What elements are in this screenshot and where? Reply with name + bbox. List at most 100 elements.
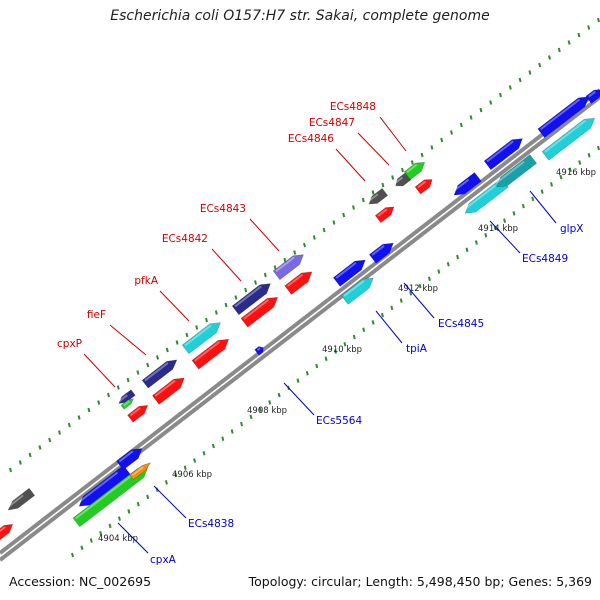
outer-tick-mark [273, 265, 277, 270]
gene-label-fief: fieF [87, 309, 106, 321]
inner-tick-mark [117, 516, 121, 521]
accession-text: Accession: NC_002695 [9, 574, 152, 589]
gene-arrow [191, 338, 230, 370]
gene-arrow [254, 346, 264, 356]
outer-tick-mark [538, 62, 542, 68]
backbone-line [0, 88, 600, 555]
outer-tick-mark [312, 235, 316, 240]
inner-tick-mark [465, 247, 469, 252]
backbone-line [0, 95, 600, 562]
inner-tick-mark [437, 269, 441, 274]
inner-tick-mark [202, 451, 206, 456]
gene-label-ecs4843: ECs4843 [200, 203, 246, 215]
gene-label-cpxp-leader [83, 353, 116, 388]
gene-label-ecs5564: ECs5564 [316, 415, 362, 427]
inner-tick-mark [362, 327, 366, 332]
inner-tick-mark [164, 480, 168, 485]
outer-tick-mark [48, 437, 52, 443]
inner-tick-mark [71, 552, 74, 558]
gene-label-fief-leader [109, 324, 147, 356]
inner-tick-mark [531, 196, 535, 202]
gene-label-cpxp: cpxP [57, 338, 82, 350]
gene-label-ecs4849-leader [489, 220, 521, 254]
gene-arrow [272, 254, 304, 281]
genome-summary-text: Topology: circular; Length: 5,498,450 bp… [248, 574, 592, 589]
kbp-label: 4904 kbp [98, 534, 138, 544]
kbp-label: 4908 kbp [247, 406, 287, 416]
inner-tick-mark [211, 443, 215, 449]
inner-tick-mark [99, 530, 103, 536]
inner-tick-mark [474, 240, 478, 245]
outer-tick-mark [126, 377, 130, 383]
gene-arrow [118, 389, 136, 404]
gene-label-ecs4838-leader [153, 485, 187, 519]
inner-tick-mark [136, 501, 140, 507]
map-title: Escherichia coli O157:H7 str. Sakai, com… [110, 8, 490, 24]
outer-tick-mark [254, 280, 257, 285]
gene-arrow [585, 89, 600, 104]
gene-arrow [403, 161, 426, 181]
outer-tick-mark [469, 115, 473, 120]
gene-label-ecs4848: ECs4848 [330, 101, 376, 113]
gene-label-ecs4847-leader [357, 132, 390, 166]
gene-arrow [368, 242, 394, 264]
inner-tick-mark [352, 334, 356, 340]
inner-tick-mark [418, 283, 422, 289]
inner-tick-mark [559, 174, 563, 180]
gene-arrow [0, 523, 14, 542]
outer-tick-mark [567, 40, 571, 45]
outer-tick-mark [263, 272, 267, 278]
outer-tick-mark [352, 205, 355, 210]
inner-tick-mark [503, 218, 507, 223]
outer-tick-mark [293, 250, 297, 255]
gene-arrow [129, 462, 152, 481]
outer-tick-mark [479, 107, 483, 113]
gene-arrow [72, 467, 149, 528]
inner-tick-mark [183, 465, 187, 471]
inner-tick-mark [456, 254, 460, 260]
gene-label-ecs4838: ECs4838 [188, 518, 234, 530]
outer-tick-mark [499, 92, 502, 98]
inner-tick-mark [80, 545, 84, 550]
gene-arrow [414, 179, 433, 195]
outer-tick-mark [38, 445, 42, 450]
gene-arrow [495, 154, 538, 188]
outer-tick-mark [234, 295, 238, 300]
inner-tick-mark [512, 211, 516, 216]
inner-tick-mark [446, 262, 450, 267]
outer-tick-mark [518, 77, 522, 83]
inner-tick-mark [305, 371, 309, 376]
gene-arrow [231, 283, 271, 316]
outer-tick-mark [548, 55, 551, 60]
outer-tick-mark [244, 287, 248, 293]
inner-tick-mark [597, 145, 600, 151]
outer-tick-mark [283, 257, 287, 263]
inner-tick-mark [193, 458, 197, 463]
outer-tick-mark [185, 332, 189, 338]
gene-arrow [116, 448, 143, 471]
outer-tick-mark [67, 422, 71, 428]
gene-label-pfka: pfkA [134, 275, 158, 287]
outer-tick-mark [195, 325, 199, 330]
inner-tick-mark [390, 305, 394, 311]
inner-tick-mark [550, 182, 554, 187]
gene-arrow [284, 271, 313, 295]
gene-arrow [374, 206, 395, 224]
gene-arrow [120, 398, 135, 410]
outer-tick-mark [342, 212, 346, 218]
inner-tick-mark [174, 472, 178, 478]
gene-label-ecs4842: ECs4842 [162, 233, 208, 245]
gene-label-ecs4845: ECs4845 [438, 318, 484, 330]
inner-tick-mark [371, 320, 375, 325]
inner-tick-mark [427, 276, 431, 282]
gene-label-ecs4845-leader [403, 282, 435, 319]
outer-tick-mark [420, 152, 424, 158]
gene-label-ecs4847: ECs4847 [309, 117, 355, 129]
gene-label-cpxa-leader [117, 522, 149, 554]
outer-tick-mark [401, 167, 404, 173]
gene-label-tpia-leader [375, 310, 403, 344]
outer-tick-mark [97, 400, 101, 405]
gene-arrow [141, 359, 178, 389]
outer-tick-mark [528, 70, 532, 75]
outer-tick-mark [587, 25, 591, 30]
